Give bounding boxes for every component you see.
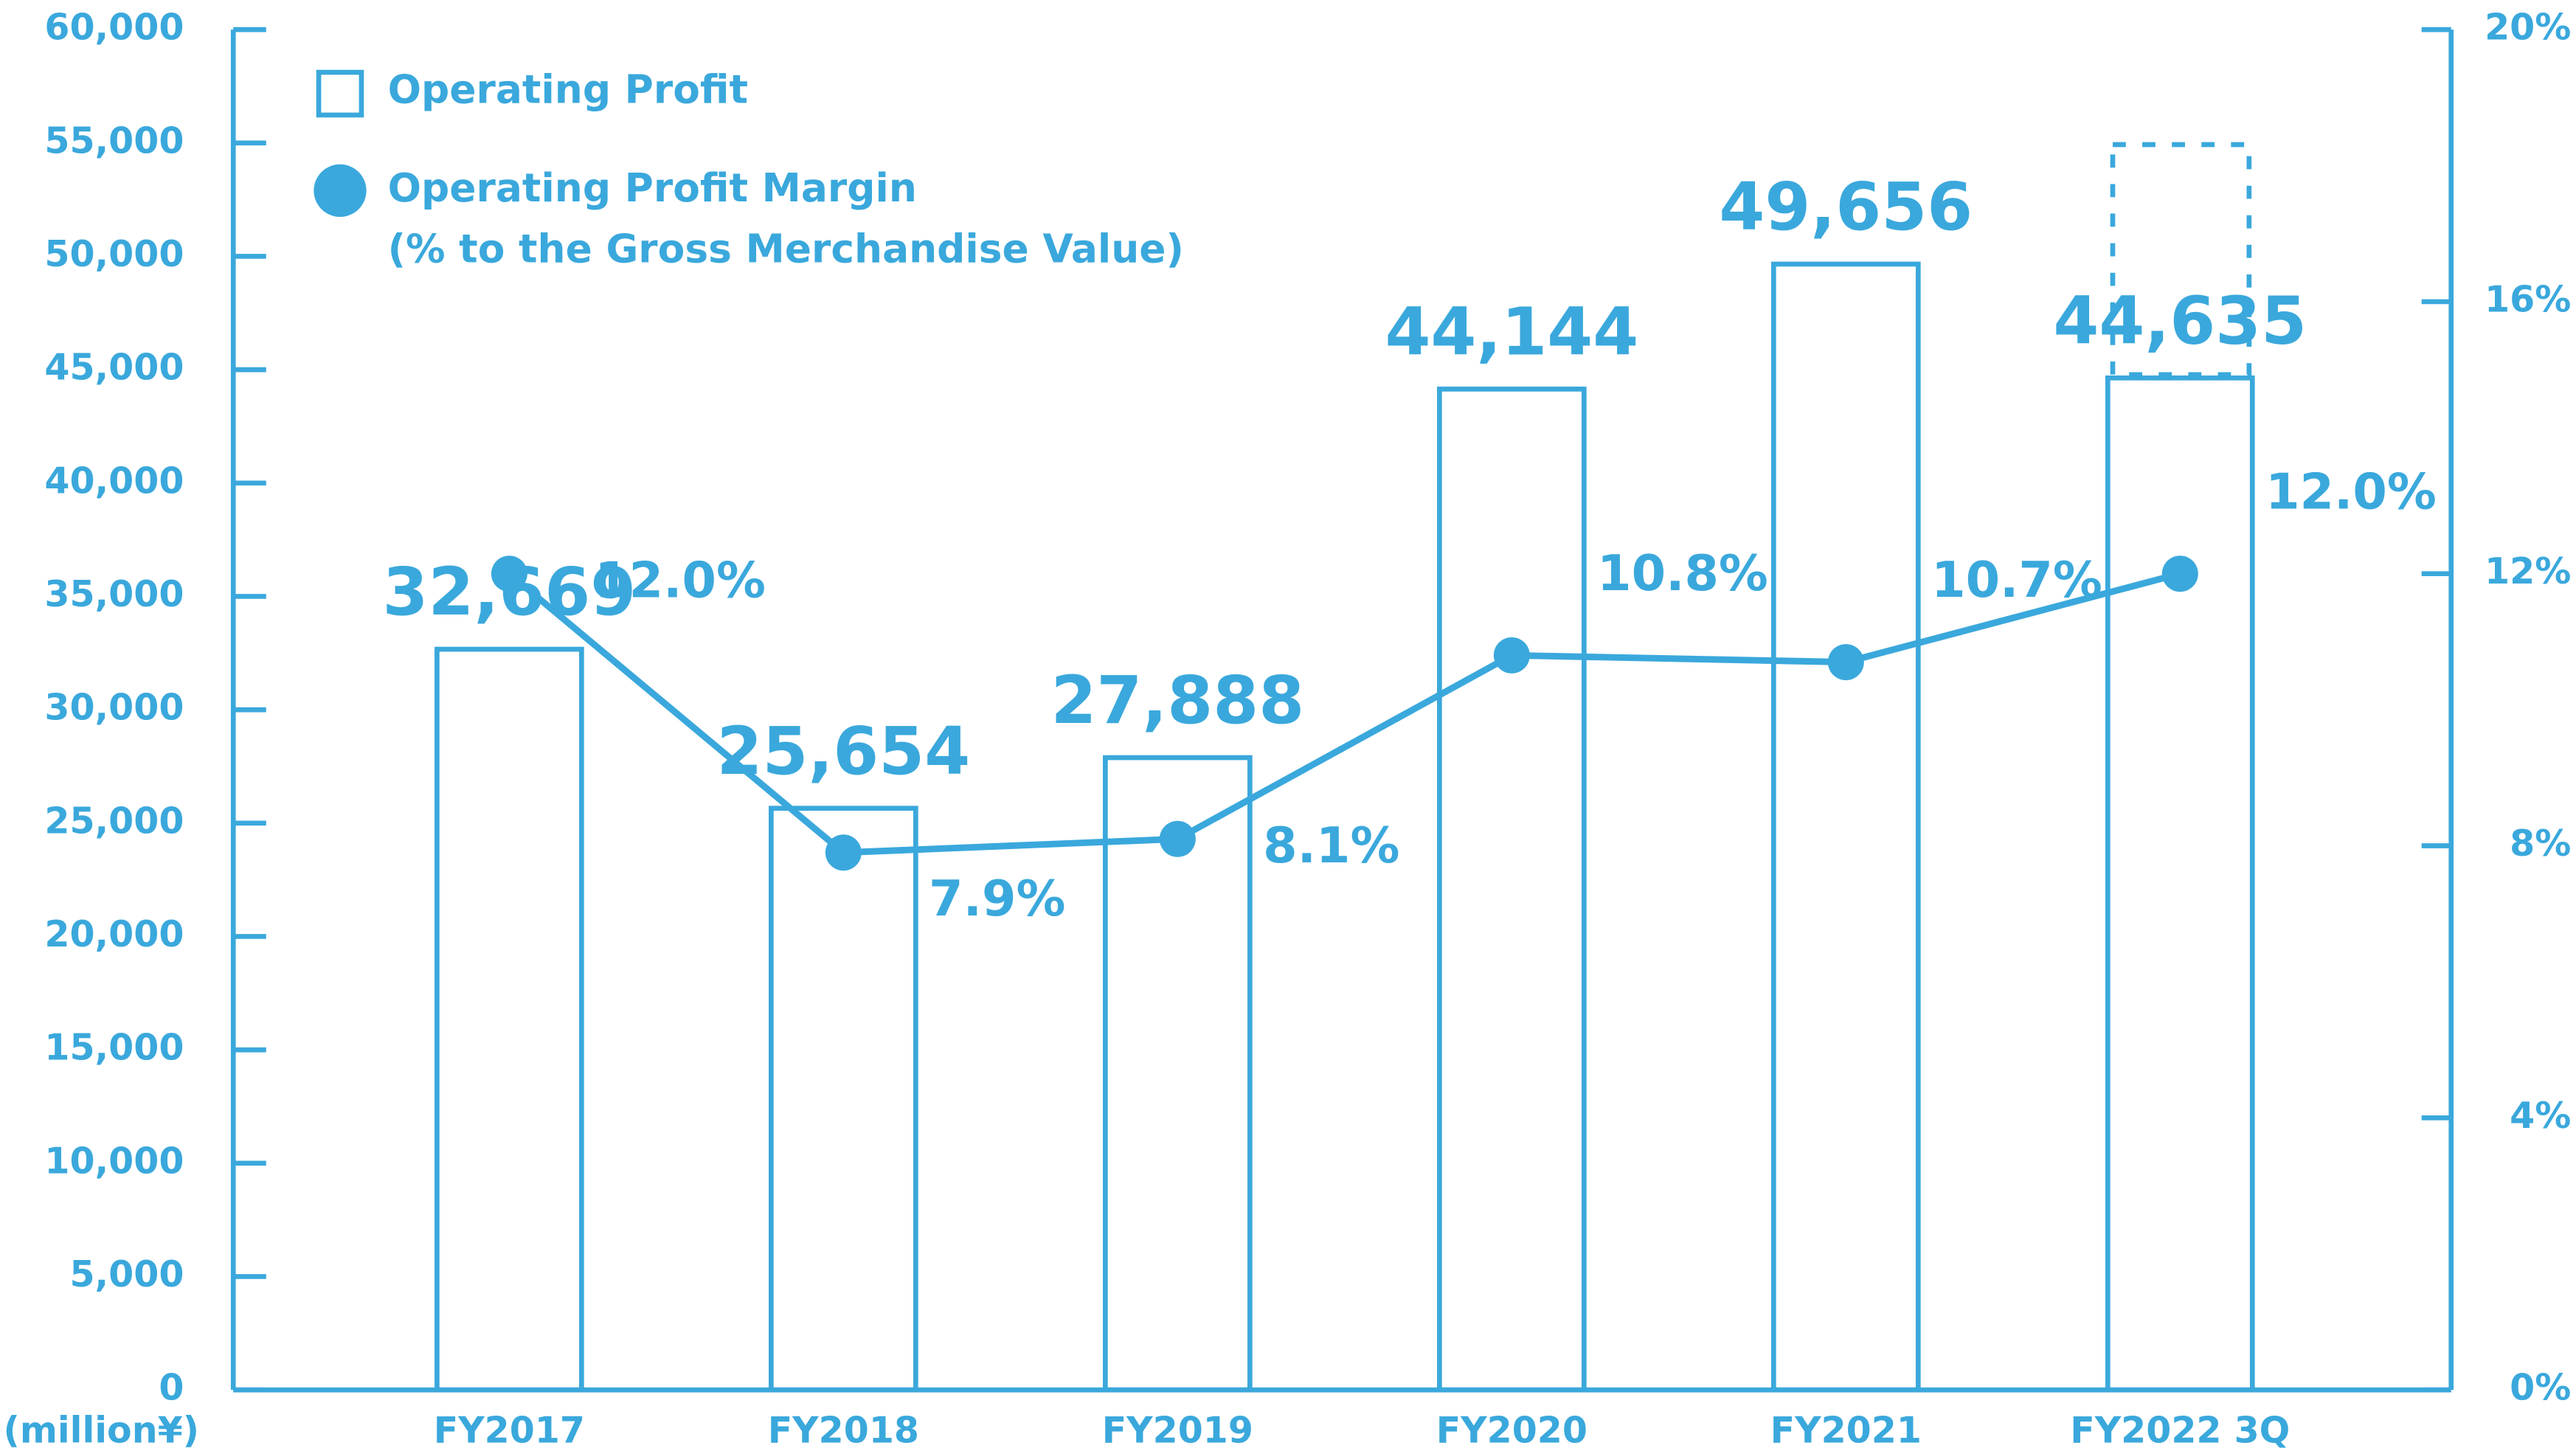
point xyxy=(825,834,862,871)
y-tick-label: 60,000 xyxy=(44,7,184,49)
bar xyxy=(1436,387,1587,1393)
bar-value-label: 27,888 xyxy=(1050,662,1304,739)
y-tick-label: 15,000 xyxy=(44,1027,184,1069)
point xyxy=(1827,644,1864,681)
line-value-label: 10.7% xyxy=(1931,551,2102,609)
y-tick-label: 25,000 xyxy=(44,800,184,842)
bar xyxy=(434,646,584,1393)
y2-tick-label: 12% xyxy=(2485,550,2571,592)
y-tick-label: 0 xyxy=(159,1367,184,1409)
x-tick-label: FY2020 xyxy=(1436,1410,1588,1452)
x-tick-label: FY2022 3Q xyxy=(2070,1410,2290,1452)
x-tick-label: FY2021 xyxy=(1770,1410,1922,1452)
line-value-label: 10.8% xyxy=(1597,544,1768,602)
bar xyxy=(1770,261,1921,1393)
legend-label: Operating Profit xyxy=(388,66,748,112)
bar xyxy=(2105,375,2255,1393)
y-axis-label: (million¥) xyxy=(3,1410,199,1452)
line-value-label: 12.0% xyxy=(595,552,766,609)
y2-tick-label: 20% xyxy=(2485,7,2571,49)
point xyxy=(2161,555,2198,592)
legend-swatch xyxy=(316,69,364,118)
y-tick-label: 55,000 xyxy=(44,120,184,162)
x-tick-label: FY2018 xyxy=(768,1410,919,1452)
forecast-outline xyxy=(2110,142,2252,378)
bar-value-label: 44,144 xyxy=(1385,294,1638,371)
y2-tick-label: 16% xyxy=(2485,278,2571,320)
point xyxy=(491,555,527,592)
y-tick-label: 40,000 xyxy=(44,460,184,502)
bar-value-label: 49,656 xyxy=(1719,169,1973,246)
line-value-label: 7.9% xyxy=(929,870,1065,927)
line-value-label: 8.1% xyxy=(1263,817,1399,874)
legend-label: Operating Profit Margin xyxy=(388,165,917,211)
bar-value-label: 44,635 xyxy=(2053,283,2307,359)
legend-note: (% to the Gross Merchandise Value) xyxy=(388,225,1184,271)
y2-tick-label: 0% xyxy=(2510,1367,2571,1409)
bar xyxy=(1103,755,1253,1393)
point xyxy=(1159,820,1196,857)
y-tick-label: 45,000 xyxy=(44,347,184,389)
y2-tick-label: 8% xyxy=(2510,823,2571,865)
line xyxy=(507,570,2181,856)
y-tick-label: 50,000 xyxy=(44,233,184,275)
bar-value-label: 25,654 xyxy=(716,713,970,790)
point xyxy=(1493,637,1530,674)
y-tick-label: 20,000 xyxy=(44,913,184,955)
y-tick-label: 35,000 xyxy=(44,573,184,615)
x-tick-label: FY2017 xyxy=(434,1410,585,1452)
legend-swatch xyxy=(314,164,367,218)
y-tick-label: 10,000 xyxy=(44,1140,184,1182)
bar xyxy=(769,806,918,1393)
x-tick-label: FY2019 xyxy=(1102,1410,1253,1452)
line-value-label: 12.0% xyxy=(2265,463,2437,520)
y-tick-label: 30,000 xyxy=(44,687,184,729)
y-tick-label: 5,000 xyxy=(69,1253,184,1295)
y2-tick-label: 4% xyxy=(2510,1095,2571,1137)
